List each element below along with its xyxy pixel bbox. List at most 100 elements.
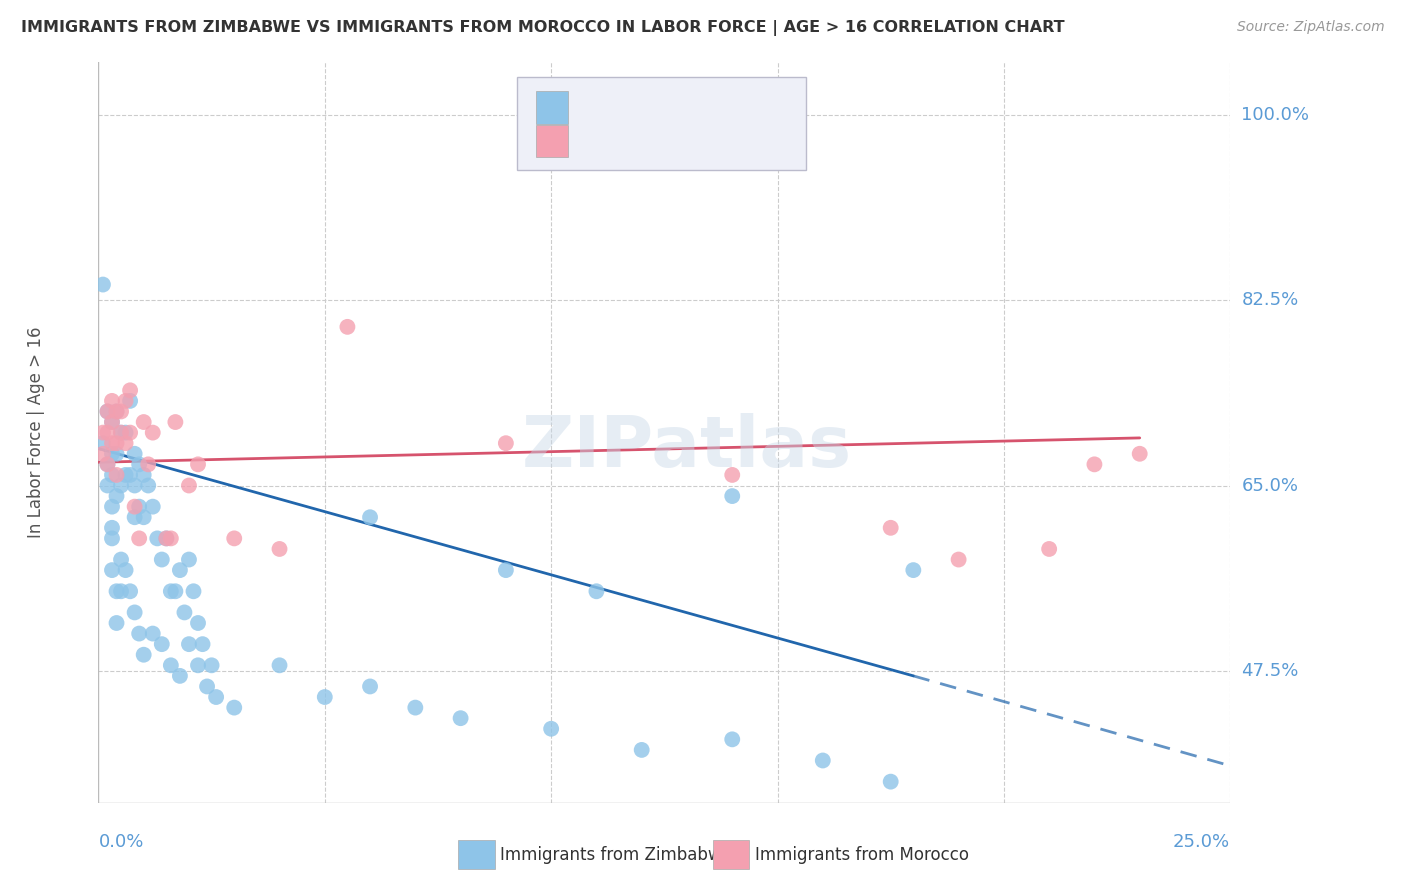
Point — [128, 532, 150, 546]
Point — [721, 489, 744, 503]
Point — [177, 637, 200, 651]
Point — [540, 722, 562, 736]
Point — [110, 552, 132, 566]
Point — [142, 425, 165, 440]
Text: 47.5%: 47.5% — [1241, 662, 1299, 680]
Point — [128, 458, 150, 472]
Point — [224, 532, 246, 546]
Point — [201, 658, 224, 673]
Point — [128, 500, 150, 514]
Point — [155, 532, 177, 546]
Point — [450, 711, 472, 725]
Point — [96, 425, 118, 440]
Text: Source: ZipAtlas.com: Source: ZipAtlas.com — [1237, 20, 1385, 34]
FancyBboxPatch shape — [537, 125, 568, 157]
Point — [120, 584, 142, 599]
Point — [191, 637, 214, 651]
Point — [120, 467, 142, 482]
Point — [105, 489, 128, 503]
Point — [136, 458, 159, 472]
Point — [105, 467, 128, 482]
Point — [132, 510, 155, 524]
Point — [120, 393, 142, 408]
Point — [101, 521, 124, 535]
Text: R =  0.039   N = 37: R = 0.039 N = 37 — [579, 132, 770, 150]
Point — [155, 532, 177, 546]
Point — [142, 626, 165, 640]
Text: 82.5%: 82.5% — [1241, 292, 1299, 310]
Point — [91, 447, 114, 461]
Point — [91, 277, 114, 292]
Point — [404, 700, 426, 714]
Point — [124, 500, 146, 514]
Point — [903, 563, 925, 577]
Point — [314, 690, 336, 704]
Point — [110, 404, 132, 418]
Point — [101, 563, 124, 577]
Point — [160, 584, 183, 599]
Point — [132, 467, 155, 482]
Point — [187, 658, 209, 673]
Point — [124, 510, 146, 524]
Point — [150, 637, 173, 651]
Text: 0.0%: 0.0% — [98, 833, 143, 851]
Text: 65.0%: 65.0% — [1241, 476, 1298, 494]
Point — [101, 415, 124, 429]
Point — [142, 500, 165, 514]
Point — [146, 532, 169, 546]
Point — [173, 606, 195, 620]
Point — [160, 658, 183, 673]
Point — [96, 458, 118, 472]
Point — [359, 510, 381, 524]
FancyBboxPatch shape — [517, 78, 806, 169]
Point — [169, 669, 191, 683]
Point — [132, 415, 155, 429]
Point — [359, 680, 381, 694]
Point — [165, 415, 187, 429]
Point — [105, 404, 128, 418]
Text: Immigrants from Morocco: Immigrants from Morocco — [755, 846, 969, 863]
Point — [269, 541, 291, 556]
Point — [101, 436, 124, 450]
Point — [269, 658, 291, 673]
Text: In Labor Force | Age > 16: In Labor Force | Age > 16 — [27, 326, 45, 539]
Point — [101, 393, 124, 408]
Point — [114, 467, 136, 482]
Point — [165, 584, 187, 599]
Point — [177, 552, 200, 566]
Text: 100.0%: 100.0% — [1241, 106, 1309, 124]
Point — [105, 436, 128, 450]
Text: IMMIGRANTS FROM ZIMBABWE VS IMMIGRANTS FROM MOROCCO IN LABOR FORCE | AGE > 16 CO: IMMIGRANTS FROM ZIMBABWE VS IMMIGRANTS F… — [21, 20, 1064, 36]
Point — [160, 532, 183, 546]
Point — [585, 584, 607, 599]
Point — [101, 500, 124, 514]
Point — [187, 615, 209, 630]
Point — [114, 436, 136, 450]
Point — [721, 732, 744, 747]
Point — [124, 478, 146, 492]
Point — [110, 584, 132, 599]
Point — [96, 404, 118, 418]
Point — [91, 425, 114, 440]
Point — [105, 404, 128, 418]
Point — [495, 436, 517, 450]
Point — [101, 415, 124, 429]
Point — [187, 458, 209, 472]
Point — [880, 774, 903, 789]
Point — [1083, 458, 1105, 472]
Point — [91, 436, 114, 450]
Point — [169, 563, 191, 577]
Point — [132, 648, 155, 662]
Point — [96, 458, 118, 472]
Text: Immigrants from Zimbabwe: Immigrants from Zimbabwe — [501, 846, 733, 863]
Text: R = -0.214   N = 45: R = -0.214 N = 45 — [579, 99, 772, 117]
Point — [1129, 447, 1152, 461]
Point — [224, 700, 246, 714]
Point — [110, 425, 132, 440]
FancyBboxPatch shape — [458, 840, 495, 870]
Point — [114, 563, 136, 577]
Point — [101, 532, 124, 546]
Point — [105, 447, 128, 461]
Point — [110, 478, 132, 492]
Point — [120, 425, 142, 440]
